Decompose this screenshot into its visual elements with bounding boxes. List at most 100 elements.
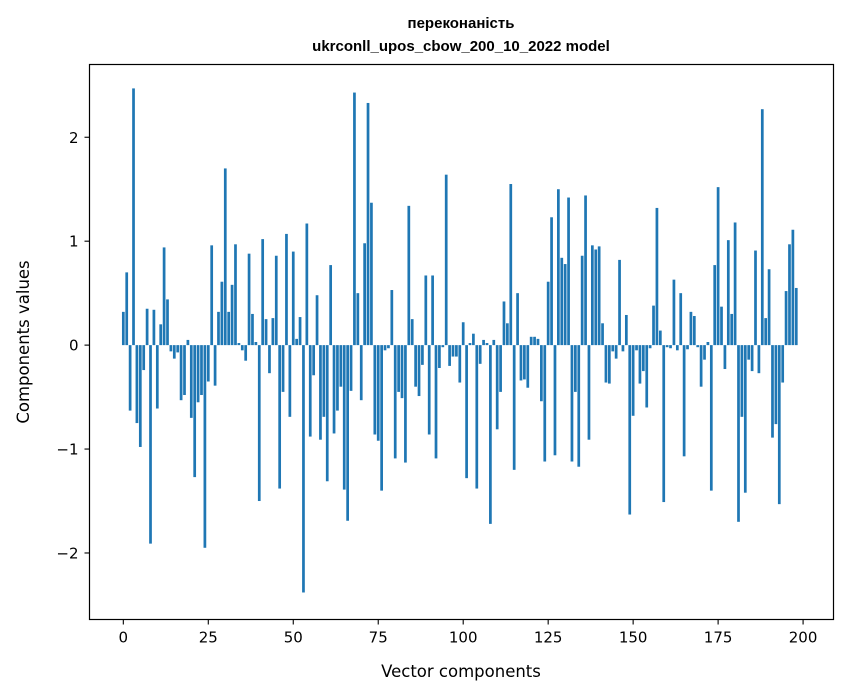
bar-160 [665, 345, 669, 348]
y-axis-ticks: −2 −1 0 1 2 [56, 129, 90, 562]
bar-190 [767, 269, 771, 346]
bar-185 [750, 345, 754, 372]
bar-37 [247, 253, 251, 346]
bar-178 [726, 240, 730, 346]
bar-158 [658, 330, 662, 346]
bar-155 [648, 345, 652, 349]
bar-138 [590, 245, 594, 346]
chart-title: переконаність [408, 15, 515, 32]
bar-44 [271, 318, 275, 346]
bar-19 [186, 339, 190, 346]
bar-176 [720, 306, 723, 346]
bar-129 [560, 257, 564, 346]
bar-152 [638, 345, 642, 384]
bar-182 [740, 345, 744, 417]
bar-140 [597, 246, 601, 346]
bar-110 [495, 345, 499, 430]
x-tick-label: 75 [369, 629, 388, 647]
bar-68 [353, 92, 356, 346]
bar-16 [176, 345, 180, 353]
bar-111 [499, 345, 502, 392]
bar-157 [655, 207, 659, 346]
bar-156 [652, 305, 655, 346]
x-axis-label: Vector components [381, 662, 541, 681]
bar-177 [723, 345, 727, 370]
bar-164 [679, 293, 683, 346]
bar-107 [485, 343, 489, 346]
bar-136 [584, 195, 587, 346]
bar-130 [563, 264, 567, 346]
bar-195 [784, 291, 788, 346]
bar-3 [132, 88, 135, 346]
bar-114 [509, 184, 513, 346]
bar-163 [675, 345, 679, 351]
bar-144 [611, 345, 615, 352]
bar-139 [594, 249, 598, 346]
x-tick-label: 50 [284, 629, 303, 647]
bar-54 [305, 223, 309, 346]
bar-133 [574, 345, 577, 392]
bar-153 [641, 345, 645, 372]
bar-2 [128, 345, 132, 411]
bar-84 [407, 205, 411, 346]
y-tick-label: 0 [69, 337, 79, 355]
bar-8 [149, 345, 152, 544]
bar-167 [689, 311, 693, 346]
bar-46 [278, 345, 282, 489]
bar-77 [383, 345, 387, 351]
bar-25 [206, 345, 210, 382]
bar-191 [771, 345, 774, 438]
bar-131 [567, 197, 570, 346]
bar-145 [614, 345, 618, 359]
bar-134 [577, 345, 581, 467]
bar-60 [325, 345, 329, 482]
bar-96 [448, 345, 451, 366]
x-axis-ticks: 0 25 50 75 100 125 150 175 200 [119, 619, 818, 647]
bar-118 [523, 345, 526, 380]
y-tick-label: 2 [69, 129, 79, 147]
bar-62 [332, 345, 336, 434]
bar-55 [308, 345, 312, 437]
bar-151 [635, 345, 638, 351]
bar-15 [172, 345, 176, 359]
bar-33 [234, 244, 237, 346]
bar-64 [339, 345, 343, 387]
bar-94 [441, 345, 445, 348]
bar-98 [455, 345, 458, 357]
bar-51 [295, 338, 299, 346]
bar-169 [696, 345, 700, 348]
bar-65 [342, 345, 346, 490]
bar-183 [743, 345, 747, 493]
x-tick-label: 125 [534, 629, 563, 647]
bar-9 [152, 309, 156, 346]
bar-0 [121, 311, 125, 346]
bar-71 [363, 243, 366, 346]
bar-113 [506, 323, 509, 346]
bar-66 [346, 345, 349, 521]
bar-123 [540, 345, 543, 402]
y-tick-label: −1 [56, 441, 78, 459]
bar-188 [760, 109, 764, 346]
bar-95 [444, 174, 448, 346]
plot-frame [88, 63, 835, 621]
bar-49 [288, 345, 292, 417]
bar-76 [380, 345, 383, 491]
bar-69 [356, 293, 360, 346]
x-tick-label: 200 [789, 629, 818, 647]
bar-90 [427, 345, 431, 435]
bar-87 [417, 345, 421, 397]
bar-24 [203, 345, 207, 548]
bar-106 [482, 339, 485, 346]
bar-116 [516, 293, 519, 346]
bar-80 [393, 345, 397, 459]
bar-97 [451, 345, 455, 357]
bar-170 [699, 345, 703, 387]
bar-159 [662, 345, 666, 503]
bar-148 [624, 314, 628, 346]
bar-162 [672, 279, 676, 346]
bar-180 [733, 222, 737, 346]
bar-132 [570, 345, 574, 462]
bar-108 [489, 345, 492, 524]
y-tick-label: 1 [69, 233, 79, 251]
